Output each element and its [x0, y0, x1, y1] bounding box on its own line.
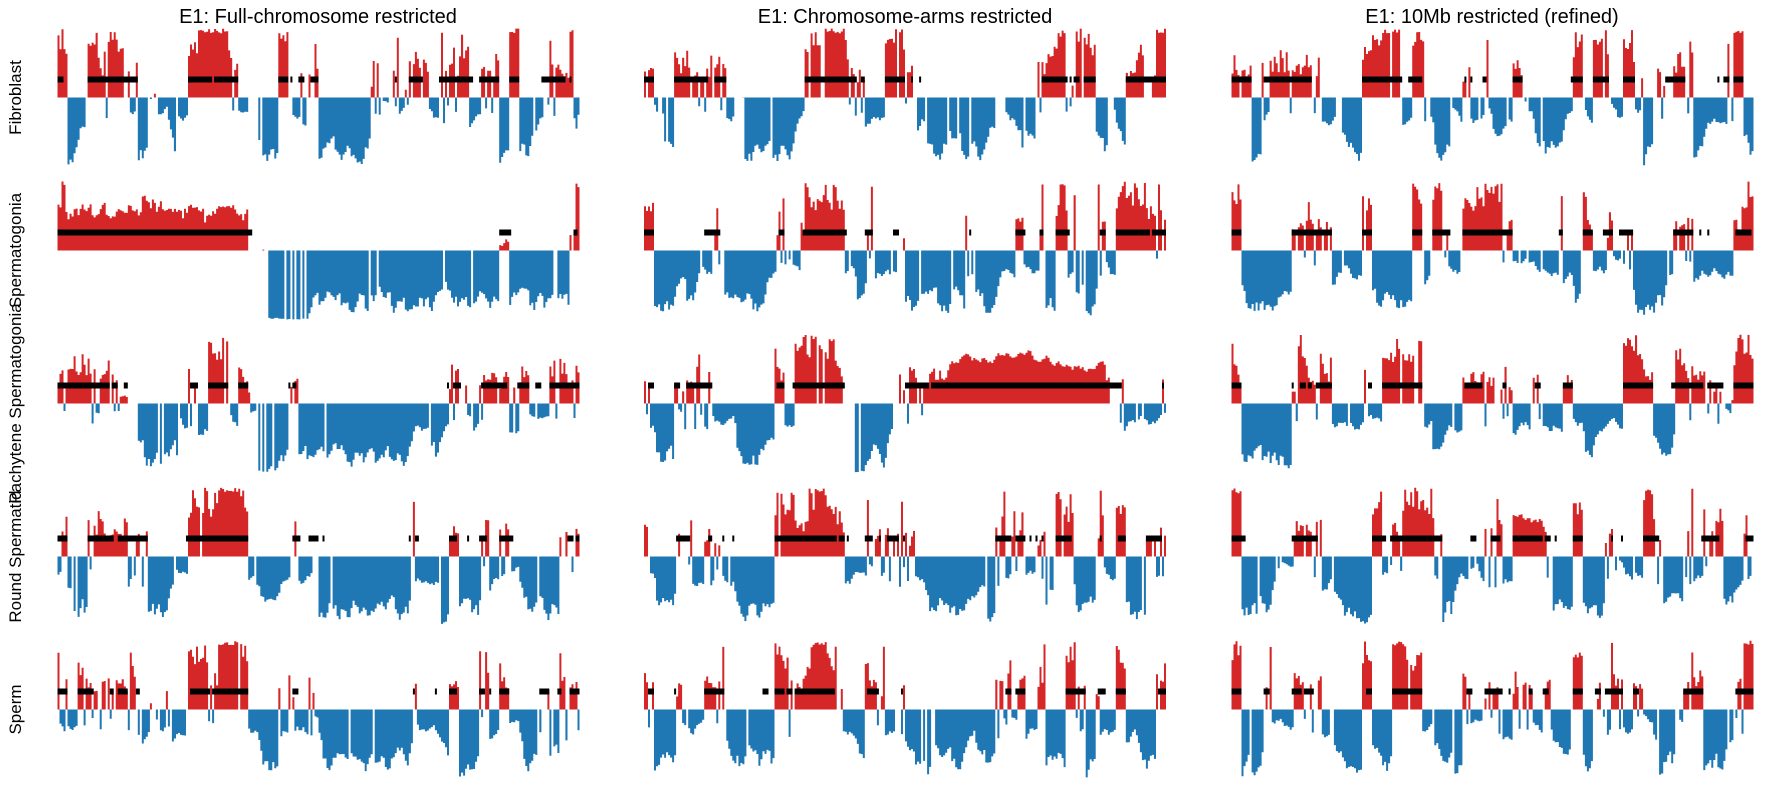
svg-text:E1: 10Mb restricted (refined): E1: 10Mb restricted (refined) [1365, 6, 1618, 28]
svg-text:Spermatogonia: Spermatogonia [6, 192, 25, 308]
svg-text:Pachytene Spermatogonia: Pachytene Spermatogonia [6, 303, 25, 504]
svg-text:E1: Full-chromosome restricted: E1: Full-chromosome restricted [179, 6, 457, 28]
svg-text:Sperm: Sperm [6, 684, 25, 734]
svg-text:Fibroblast: Fibroblast [6, 60, 25, 135]
svg-text:Round Spermatid: Round Spermatid [6, 490, 25, 622]
svg-text:E1: Chromosome-arms restricted: E1: Chromosome-arms restricted [758, 6, 1053, 28]
